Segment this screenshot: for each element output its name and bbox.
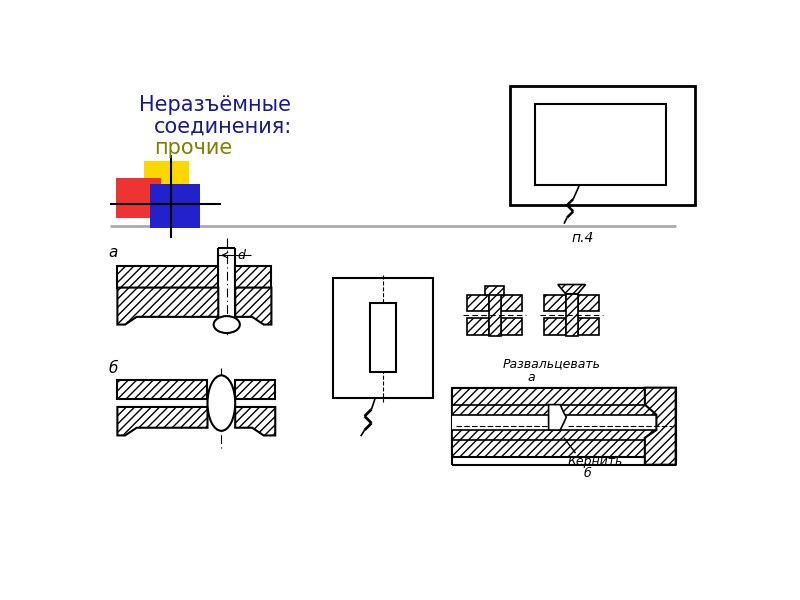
Ellipse shape bbox=[207, 376, 235, 431]
Ellipse shape bbox=[214, 316, 240, 333]
Text: б: б bbox=[583, 467, 591, 480]
Polygon shape bbox=[235, 380, 275, 399]
Bar bbox=[116, 178, 161, 218]
Text: Неразъёмные: Неразъёмные bbox=[139, 95, 291, 115]
Bar bbox=[510, 86, 695, 205]
Polygon shape bbox=[467, 295, 489, 311]
Bar bbox=[452, 409, 676, 436]
Polygon shape bbox=[235, 287, 271, 325]
Polygon shape bbox=[544, 295, 566, 311]
Text: п.4: п.4 bbox=[572, 232, 594, 245]
Polygon shape bbox=[501, 317, 522, 335]
Bar bbox=[452, 404, 676, 415]
Polygon shape bbox=[645, 388, 676, 464]
Bar bbox=[566, 294, 578, 336]
Polygon shape bbox=[578, 317, 599, 335]
Bar bbox=[333, 278, 433, 398]
Bar bbox=[486, 286, 504, 295]
Text: Кернить: Кернить bbox=[568, 455, 623, 467]
Text: а: а bbox=[108, 245, 118, 260]
Text: d: d bbox=[238, 249, 246, 262]
Bar bbox=[452, 430, 676, 440]
Text: Развальцевать: Развальцевать bbox=[502, 357, 601, 370]
Polygon shape bbox=[118, 266, 218, 287]
Bar bbox=[452, 430, 676, 457]
Polygon shape bbox=[235, 266, 271, 287]
Bar bbox=[489, 294, 501, 336]
Bar bbox=[534, 104, 666, 185]
Polygon shape bbox=[558, 284, 586, 294]
Text: б: б bbox=[108, 361, 118, 376]
Text: а: а bbox=[528, 371, 535, 384]
Polygon shape bbox=[578, 295, 599, 311]
Text: прочие: прочие bbox=[154, 138, 233, 158]
Polygon shape bbox=[235, 407, 275, 436]
Text: соединения:: соединения: bbox=[154, 116, 293, 137]
Bar bbox=[370, 303, 396, 372]
Bar bbox=[150, 184, 200, 229]
Polygon shape bbox=[467, 317, 489, 335]
Polygon shape bbox=[118, 407, 207, 436]
Polygon shape bbox=[501, 295, 522, 311]
Polygon shape bbox=[118, 380, 207, 399]
Polygon shape bbox=[118, 287, 218, 325]
Polygon shape bbox=[549, 404, 566, 430]
Bar bbox=[144, 161, 189, 200]
Polygon shape bbox=[544, 317, 566, 335]
Bar bbox=[452, 388, 676, 415]
